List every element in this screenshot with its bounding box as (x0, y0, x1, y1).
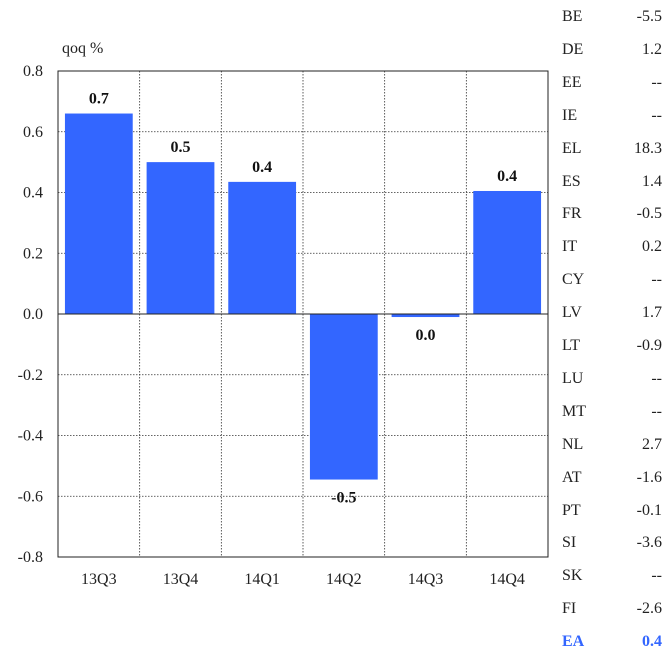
y-axis-label: qoq % (62, 40, 103, 57)
table-country-code: BE (562, 8, 583, 25)
table-country-value: -- (651, 73, 662, 91)
table-country-value: -0.9 (636, 337, 662, 354)
y-tick-label: -0.8 (18, 549, 43, 566)
axes: 0.8 0.6 0.4 0.2 0.0 -0.2 -0.4 -0.6 -0.8 13Q3 13Q4 1… (18, 63, 549, 588)
table-country-code: PT (562, 501, 581, 519)
table-country-value: -0.5 (636, 205, 662, 223)
table-country-value: 1.2 (642, 40, 662, 58)
table-country-code: LV (562, 304, 582, 322)
data-label: 0.4 (497, 168, 517, 185)
data-label: 0.4 (252, 159, 272, 176)
table-total-code: EA (562, 633, 585, 651)
x-tick-label: 14Q1 (244, 571, 280, 588)
table-country-value: 1.7 (642, 304, 662, 322)
table-country-code: IE (562, 106, 578, 124)
table-country-code: MT (562, 402, 586, 420)
y-tick-label: 0.0 (23, 306, 43, 323)
table-country-code: NL (562, 435, 584, 453)
table-country-value: -- (651, 369, 662, 387)
table-country-code: DE (562, 40, 584, 58)
data-labels: 0.7 0.5 0.4 -0.5 0.0 0.4 (89, 91, 517, 507)
table-country-value: 1.4 (642, 172, 662, 190)
bar (309, 314, 378, 480)
table-country-value: -2.6 (636, 600, 662, 618)
table-country-code: ES (562, 172, 581, 190)
x-tick-label: 14Q2 (326, 571, 362, 588)
table-country-code: IT (562, 238, 578, 256)
table-country-value: -- (651, 567, 662, 585)
table-country-value: 2.7 (642, 435, 662, 453)
table-country-code: EL (562, 139, 582, 157)
data-label: 0.7 (89, 91, 109, 108)
y-tick-label: 0.6 (23, 124, 43, 141)
bars (64, 113, 542, 480)
table-country-value: -- (651, 271, 662, 289)
table-country-code: LT (562, 337, 581, 354)
table-country-value: -5.5 (636, 8, 662, 25)
table-country-code: CY (562, 271, 585, 289)
plot-frame (57, 70, 549, 558)
y-tick-label: -0.2 (18, 367, 43, 384)
y-tick-label: -0.4 (18, 428, 43, 445)
y-tick-label: 0.4 (23, 185, 43, 202)
table-country-value: -3.6 (636, 534, 662, 552)
table-country-value: 0.2 (642, 238, 662, 256)
data-label: 0.0 (416, 327, 436, 344)
table-country-code: SK (562, 567, 583, 585)
data-label: -0.5 (331, 490, 356, 507)
table-country-value: -0.1 (636, 501, 662, 519)
table-country-code: EE (562, 73, 582, 91)
bar (64, 113, 133, 315)
x-tick-label: 13Q3 (81, 571, 117, 588)
bar (473, 190, 542, 314)
y-tick-label: 0.8 (23, 63, 43, 80)
table-country-value: -- (651, 106, 662, 124)
table-country-value: -- (651, 402, 662, 420)
y-tick-label: 0.2 (23, 245, 43, 262)
table-total-value: 0.4 (642, 633, 662, 651)
table-country-code: LU (562, 369, 584, 387)
table-country-code: FR (562, 205, 582, 223)
table-country-value: -1.6 (636, 468, 662, 486)
x-tick-label: 14Q4 (489, 571, 525, 588)
bar (146, 162, 215, 314)
data-label: 0.5 (171, 139, 191, 156)
table-country-code: FI (562, 600, 577, 618)
y-tick-label: -0.6 (18, 488, 43, 505)
table-country-value: 18.3 (634, 139, 662, 157)
bar (228, 181, 297, 314)
bar-chart: qoq % 0.70.50.4-0.50.00.4 0.80.60.40.20.… (18, 40, 549, 588)
x-tick-label: 14Q3 (408, 571, 444, 588)
table-country-code: AT (562, 468, 582, 486)
x-tick-label: 13Q4 (163, 571, 199, 588)
bar (391, 314, 460, 318)
table-country-code: SI (562, 534, 577, 552)
